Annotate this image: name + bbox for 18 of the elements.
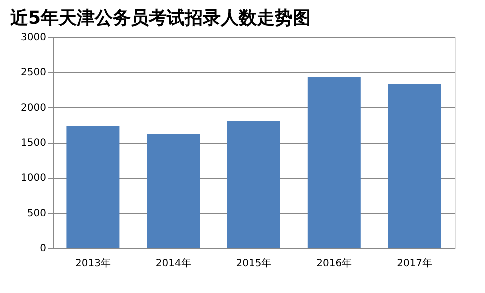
bar (228, 121, 280, 248)
bar (147, 134, 200, 248)
chart-title: 近5年天津公务员考试招录人数走势图 (10, 8, 312, 29)
x-tick-label: 2017年 (397, 258, 433, 270)
x-tick-label: 2014年 (156, 258, 192, 270)
y-tick-label: 500 (27, 208, 46, 220)
y-tick-label: 2000 (21, 102, 46, 114)
bar (388, 84, 442, 248)
bar (308, 77, 361, 248)
y-tick-label: 1000 (21, 173, 46, 184)
y-tick-label: 0 (40, 244, 46, 254)
x-tick-label: 2016年 (316, 258, 352, 270)
y-tick-label: 2500 (21, 68, 46, 79)
bar (66, 126, 120, 248)
y-tick-label: 3000 (21, 32, 46, 44)
y-tick-label: 1500 (21, 138, 46, 149)
x-tick-label: 2015年 (236, 258, 272, 270)
x-tick-label: 2013年 (75, 258, 111, 270)
